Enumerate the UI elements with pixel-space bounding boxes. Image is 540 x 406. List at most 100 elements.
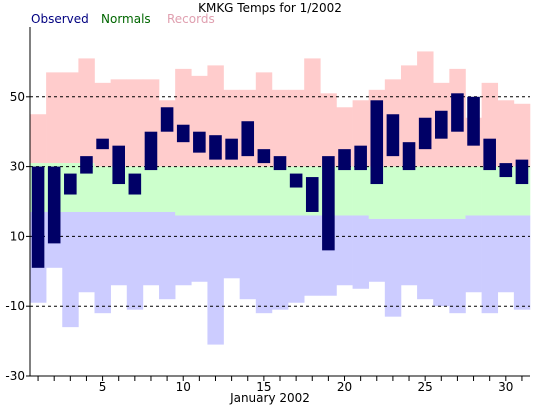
observed-bar: [322, 156, 335, 251]
record-high-band: [400, 65, 418, 167]
record-low-band: [159, 211, 176, 300]
observed-bar: [176, 124, 190, 143]
record-low-band: [400, 218, 418, 286]
observed-bar: [370, 100, 384, 185]
y-tick-label: -30: [5, 369, 25, 383]
record-high-band: [78, 58, 95, 164]
record-high-band: [513, 103, 531, 167]
observed-bar: [193, 131, 206, 153]
observed-bar: [241, 121, 255, 157]
record-low-band: [288, 215, 305, 303]
normals-band: [465, 166, 482, 216]
observed-bar: [160, 107, 174, 132]
observed-bar: [483, 138, 496, 171]
normals-band: [175, 166, 192, 216]
record-low-band: [207, 215, 224, 345]
normals-band: [207, 166, 224, 216]
record-low-band: [239, 215, 257, 300]
observed-bar: [289, 173, 303, 188]
normals-band: [449, 166, 466, 219]
record-low-band: [126, 211, 144, 310]
record-high-band: [94, 82, 111, 167]
normals-band: [497, 166, 515, 216]
normals-band: [223, 166, 240, 216]
observed-bar: [515, 159, 529, 185]
record-low-band: [417, 218, 434, 300]
y-tick-label: 30: [10, 160, 25, 174]
normals-band: [271, 166, 289, 216]
record-low-band: [62, 211, 79, 328]
record-high-band: [110, 79, 128, 167]
normals-band: [336, 166, 353, 216]
normals-band: [433, 166, 450, 219]
observed-bar: [144, 131, 158, 171]
record-low-band: [384, 218, 402, 317]
normals-band: [352, 166, 370, 216]
observed-bar: [80, 156, 93, 174]
record-low-band: [513, 215, 531, 310]
normals-band: [255, 166, 273, 216]
record-low-band: [255, 215, 273, 314]
observed-bar: [467, 96, 480, 146]
observed-bar: [257, 149, 271, 164]
observed-bar: [386, 114, 400, 157]
normals-band: [384, 166, 402, 219]
normals-band: [94, 166, 111, 212]
axes-layer: -30 -10 10 30 50 5 10 15 20 25 30: [5, 27, 530, 394]
record-high-band: [255, 72, 273, 167]
observed-bar: [96, 138, 109, 150]
record-low-band: [191, 215, 208, 282]
record-low-band: [223, 215, 240, 279]
record-high-band: [62, 72, 79, 164]
observed-bar: [499, 163, 513, 178]
observed-bar: [64, 173, 77, 195]
record-low-band: [465, 215, 482, 293]
observed-bar: [31, 166, 45, 268]
observed-bar: [402, 142, 416, 171]
record-low-band: [449, 218, 466, 314]
record-high-band: [320, 93, 337, 167]
record-high-band: [191, 75, 208, 167]
y-tick-label: 10: [10, 229, 25, 243]
record-low-band: [271, 215, 289, 310]
observed-bar: [273, 156, 287, 171]
x-tick-label: 30: [498, 380, 513, 394]
normals-band: [417, 166, 434, 219]
record-low-band: [78, 211, 95, 293]
x-axis-label: January 2002: [230, 391, 310, 405]
normals-band: [78, 163, 95, 212]
observed-layer: [31, 93, 529, 268]
record-high-band: [417, 51, 434, 167]
y-tick-label: -10: [5, 299, 25, 313]
normals-band: [142, 166, 160, 212]
x-tick-label: 10: [176, 380, 191, 394]
record-high-band: [288, 89, 305, 167]
observed-bar: [305, 177, 319, 212]
record-low-band: [352, 215, 370, 289]
record-high-band: [30, 114, 47, 164]
record-low-band: [336, 215, 353, 286]
record-low-band: [94, 211, 111, 314]
observed-bar: [354, 145, 367, 171]
normals-band: [239, 166, 257, 216]
x-tick-label: 25: [418, 380, 433, 394]
x-tick-label: 5: [99, 380, 107, 394]
record-high-band: [304, 58, 321, 167]
record-low-band: [368, 218, 386, 282]
y-tick-label: 50: [10, 90, 25, 104]
observed-bar: [47, 166, 61, 244]
observed-bar: [225, 138, 238, 160]
record-low-band: [110, 211, 128, 286]
chart-title: KMKG Temps for 1/2002: [198, 1, 342, 15]
observed-bar: [112, 145, 125, 185]
observed-bar: [418, 117, 432, 150]
record-high-band: [497, 100, 515, 167]
legend-observed: Observed: [31, 12, 89, 26]
record-high-band: [126, 79, 144, 167]
legend-normals: Normals: [101, 12, 151, 26]
record-low-band: [481, 215, 499, 314]
record-low-band: [497, 215, 515, 293]
record-high-band: [46, 72, 63, 164]
record-low-band: [175, 215, 192, 286]
record-high-band: [175, 68, 192, 167]
